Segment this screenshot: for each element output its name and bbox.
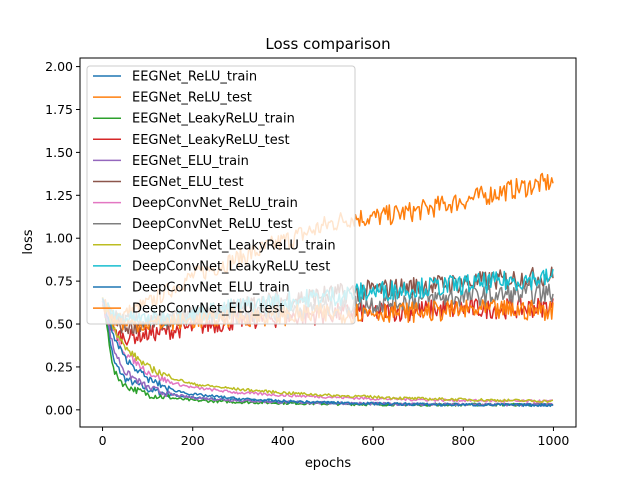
x-tick-label: 0 [99, 433, 107, 448]
legend-entry: DeepConvNet_LeakyReLU_test [132, 259, 330, 274]
legend-entry: DeepConvNet_ELU_train [132, 281, 290, 296]
legend-entry: EEGNet_LeakyReLU_test [132, 133, 290, 148]
x-axis-label: epochs [305, 456, 352, 471]
legend-entry: EEGNet_ELU_test [132, 175, 244, 190]
legend-entry: EEGNet_ReLU_test [132, 91, 252, 106]
legend-entry: EEGNet_ELU_train [132, 154, 249, 169]
y-tick-label: 2.00 [45, 59, 73, 74]
series-line-9 [101, 296, 554, 404]
x-tick-label: 800 [451, 433, 475, 448]
legend-entry: DeepConvNet_ReLU_train [132, 196, 298, 211]
y-axis-label: loss [21, 229, 36, 254]
y-tick-label: 0.00 [45, 402, 73, 417]
plot-frame [79, 57, 577, 428]
x-tick-label: 1000 [538, 433, 570, 448]
y-tick-label: 1.25 [45, 188, 73, 203]
y-tick-label: 1.00 [45, 231, 73, 246]
series-line-11 [101, 297, 554, 408]
x-tick-label: 400 [271, 433, 295, 448]
legend-box [86, 65, 356, 325]
legend-entry: EEGNet_ReLU_train [132, 70, 257, 85]
legend-entry: DeepConvNet_ReLU_test [132, 217, 293, 232]
legend: EEGNet_ReLU_train EEGNet_ReLU_test EEGNet_… [86, 65, 356, 325]
legend-entry: EEGNet_LeakyReLU_train [132, 112, 295, 127]
chart-title: Loss comparison [265, 35, 390, 53]
y-tick-label: 1.75 [45, 102, 73, 117]
y-tick-label: 0.25 [45, 359, 73, 374]
y-axis-ticks: 0.00 0.25 0.50 0.75 1.00 1.25 1.50 1.75 2.00 [45, 59, 80, 417]
x-tick-label: 200 [181, 433, 205, 448]
x-tick-label: 600 [361, 433, 385, 448]
y-tick-label: 1.50 [45, 145, 73, 160]
legend-entry: DeepConvNet_ELU_test [132, 302, 284, 317]
legend-entry: DeepConvNet_LeakyReLU_train [132, 238, 336, 253]
y-tick-label: 0.50 [45, 317, 73, 332]
x-axis-ticks: 0 200 400 600 800 1000 [99, 427, 570, 448]
y-tick-label: 0.75 [45, 274, 73, 289]
